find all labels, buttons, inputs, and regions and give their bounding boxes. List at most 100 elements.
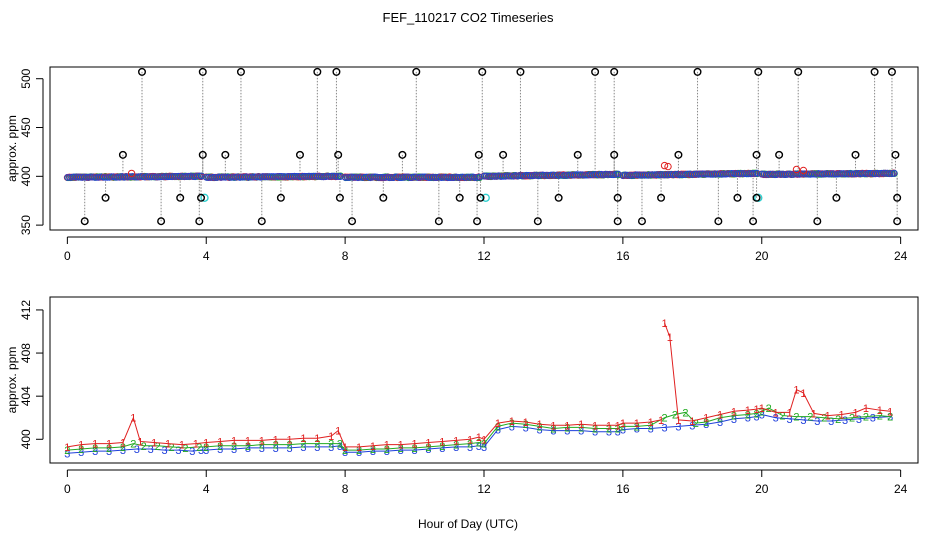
series-2-point-label: 2 xyxy=(467,439,473,451)
series-2-point-label: 2 xyxy=(578,422,584,434)
series-1-point-label: 1 xyxy=(661,318,667,330)
spike-point xyxy=(714,217,723,226)
spike-point xyxy=(610,67,619,76)
series-1-point-label: 1 xyxy=(287,434,293,446)
series-1-point-label: 1 xyxy=(495,418,501,430)
series-1-point-label: 1 xyxy=(245,435,251,447)
series-2-point-label: 2 xyxy=(370,444,376,456)
series-2-point-label: 2 xyxy=(717,413,723,425)
top-x-tick-label: 8 xyxy=(342,249,349,263)
top-y-tick-label: 350 xyxy=(19,215,33,235)
series-1-point-label: 1 xyxy=(300,433,306,445)
series-3-point-label: 3 xyxy=(887,412,893,424)
spike-point xyxy=(478,67,487,76)
top-y-tick-label: 450 xyxy=(19,117,33,137)
spike-point xyxy=(101,193,110,202)
series-3-point-label: 3 xyxy=(731,414,737,426)
top-plot-frame xyxy=(49,66,919,231)
series-3-point-label: 3 xyxy=(120,445,126,457)
series-2-point-label: 2 xyxy=(615,424,621,436)
series-3-point-label: 3 xyxy=(287,443,293,455)
series-1-point-label: 1 xyxy=(523,417,529,429)
spike-point xyxy=(613,193,622,202)
series-2-point-label: 2 xyxy=(64,445,70,457)
spike-point xyxy=(674,150,683,159)
spike-point xyxy=(749,217,758,226)
series-1-point-label: 1 xyxy=(314,433,320,445)
bottom-x-tick-label: 24 xyxy=(894,482,908,496)
series-2-point-label: 2 xyxy=(536,421,542,433)
spike-point xyxy=(893,217,902,226)
series-1-point-label: 1 xyxy=(92,439,98,451)
spike-point xyxy=(516,67,525,76)
series-3-point-label: 3 xyxy=(481,442,487,454)
series-3-point-label: 3 xyxy=(411,445,417,457)
series-2-point-label: 2 xyxy=(759,406,765,418)
series-1-point-label: 1 xyxy=(217,436,223,448)
spike-point xyxy=(221,150,230,159)
series-3-point-label: 3 xyxy=(259,443,265,455)
series-2-point-label: 2 xyxy=(766,403,772,415)
series-3-point-label: 3 xyxy=(753,412,759,424)
series-2-point-label: 2 xyxy=(887,412,893,424)
series-2-point-label: 2 xyxy=(92,443,98,455)
series-1-point-label: 1 xyxy=(411,439,417,451)
series-1-line xyxy=(664,322,891,422)
series-2-point-label: 2 xyxy=(168,442,174,454)
series-1-point-label: 1 xyxy=(578,419,584,431)
spike-point xyxy=(335,193,344,202)
series-1-point-label: 1 xyxy=(356,442,362,454)
series-1-point-label: 1 xyxy=(165,439,171,451)
spike-point xyxy=(752,193,761,202)
series-1-point-label: 1 xyxy=(120,438,126,450)
series-1-point-label: 1 xyxy=(658,415,664,427)
series-1-point-label: 1 xyxy=(800,388,806,400)
series-1-point-label: 1 xyxy=(78,440,84,452)
series-2-point-label: 2 xyxy=(634,421,640,433)
series-3-point-label: 3 xyxy=(814,416,820,428)
series-1-point-label: 1 xyxy=(717,409,723,421)
series-1-point-label: 1 xyxy=(839,409,845,421)
spike-point xyxy=(891,150,900,159)
spike-point xyxy=(591,67,600,76)
series-3-point-label: 3 xyxy=(134,444,140,456)
series-2-point-label: 2 xyxy=(78,444,84,456)
bottom-plot-frame xyxy=(49,296,919,464)
series-2-point-label: 2 xyxy=(648,420,654,432)
spike-point xyxy=(851,150,860,159)
series-3-point-label: 3 xyxy=(828,416,834,428)
series-2-point-label: 2 xyxy=(807,412,813,424)
series-2-point-label: 2 xyxy=(439,441,445,453)
bottom-y-tick-label: 404 xyxy=(19,386,33,406)
series-2-point-label: 2 xyxy=(273,440,279,452)
series-1-point-label: 1 xyxy=(615,420,621,432)
series-3-point-label: 3 xyxy=(78,447,84,459)
series-3-line xyxy=(67,413,891,454)
reference-point xyxy=(200,193,209,202)
spike-point xyxy=(455,193,464,202)
series-2-point-label: 2 xyxy=(731,411,737,423)
series-3-point-label: 3 xyxy=(337,441,343,453)
series-2-point-label: 2 xyxy=(703,417,709,429)
series-3-point-label: 3 xyxy=(620,425,626,437)
bottom-y-axis-label: approx. ppm xyxy=(5,347,19,414)
bottom-y-tick-label: 400 xyxy=(19,429,33,449)
spike-point xyxy=(276,193,285,202)
series-3-point-label: 3 xyxy=(509,421,515,433)
series-2-point-label: 2 xyxy=(120,442,126,454)
series-3-point-label: 3 xyxy=(800,415,806,427)
series-1-point-label: 1 xyxy=(384,440,390,452)
series-3-point-label: 3 xyxy=(342,447,348,459)
series-1-point-label: 1 xyxy=(877,405,883,417)
series-3-point-label: 3 xyxy=(314,442,320,454)
series-2-point-label: 2 xyxy=(314,439,320,451)
series-1-point-label: 1 xyxy=(203,438,209,450)
series-3-point-label: 3 xyxy=(703,419,709,431)
series-3-point-label: 3 xyxy=(717,417,723,429)
series-3-point-label: 3 xyxy=(384,446,390,458)
spike-point xyxy=(348,217,357,226)
series-2-point-label: 2 xyxy=(481,439,487,451)
top-x-tick-label: 4 xyxy=(203,249,210,263)
spike-point xyxy=(573,150,582,159)
series-3-point-label: 3 xyxy=(476,441,482,453)
